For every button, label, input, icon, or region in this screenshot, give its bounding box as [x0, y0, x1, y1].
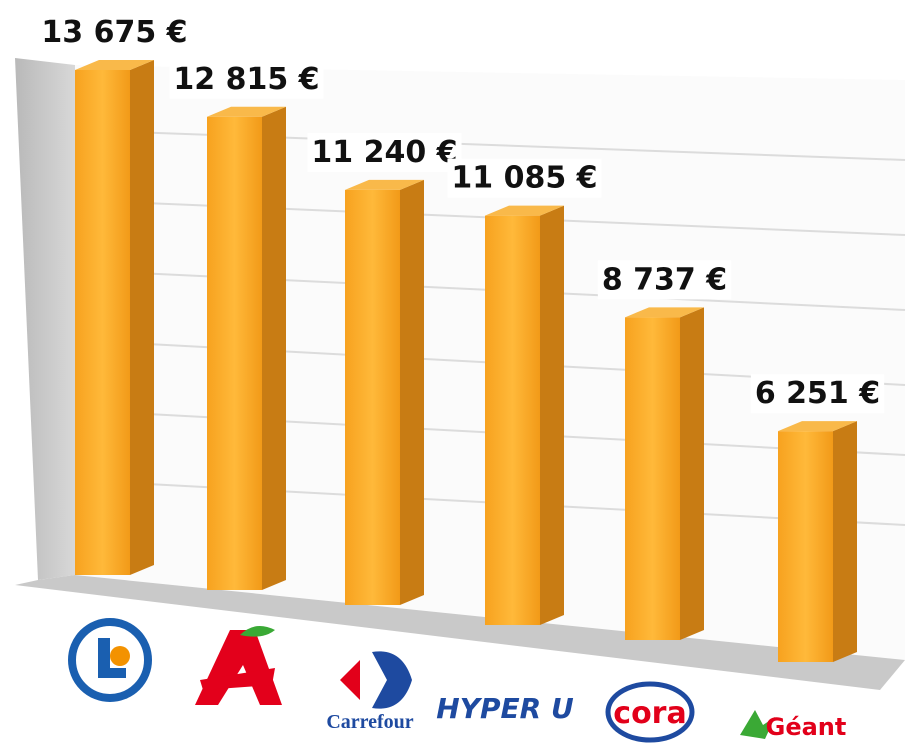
bar-side [262, 106, 286, 591]
bar-top [207, 106, 286, 117]
label-bg [447, 158, 602, 198]
category-label: HYPER U [436, 692, 574, 725]
bar-side [833, 421, 857, 662]
bar [485, 205, 564, 626]
value-label-box: 11 240 € [307, 132, 462, 172]
value-label-box: 8 737 € [597, 260, 732, 300]
bar [207, 106, 286, 591]
side-wall [15, 58, 75, 580]
bar-top [625, 307, 704, 318]
value-label-box: 11 085 € [447, 158, 602, 198]
category-label: Géant [766, 713, 847, 741]
bar-front [485, 215, 540, 626]
value-label-box: 12 815 € [169, 59, 324, 99]
label-bg [37, 13, 192, 52]
bar-side [540, 205, 564, 626]
bar-top [778, 421, 857, 432]
auchan-logo [195, 626, 282, 705]
bar-side [680, 307, 704, 640]
category-label: cora [613, 696, 686, 731]
bar-top [485, 205, 564, 216]
value-label-box: 13 675 € [37, 13, 192, 52]
bar-top [75, 60, 154, 70]
value-label: 12 815 € [173, 62, 319, 97]
value-label: 11 085 € [451, 161, 597, 196]
value-label: 6 251 € [755, 376, 880, 411]
bar [75, 60, 154, 575]
value-label: 8 737 € [602, 262, 727, 297]
bar-side [400, 179, 424, 605]
bar [625, 307, 704, 640]
value-label: 11 240 € [311, 135, 457, 170]
bar [778, 421, 857, 662]
bar-side [130, 60, 154, 575]
bar [345, 179, 424, 605]
label-bg [750, 374, 885, 414]
bar-top [345, 179, 424, 190]
label-bg [307, 132, 462, 172]
bar-front [625, 317, 680, 640]
floor [15, 575, 905, 690]
value-label: 13 675 € [41, 15, 187, 50]
bar-front [345, 189, 400, 605]
bar-front [207, 116, 262, 591]
leclerc-logo [68, 618, 152, 702]
bar-front [75, 70, 130, 575]
category-label: Carrefour [326, 711, 413, 733]
geant-logo: Géant [740, 710, 846, 741]
label-bg [169, 59, 324, 99]
value-label-box: 6 251 € [750, 374, 885, 414]
bar-front [778, 431, 833, 662]
label-bg [597, 260, 732, 300]
hyperu-logo: HYPER U [436, 692, 574, 725]
cora-logo: cora [605, 681, 695, 743]
carrefour-logo: Carrefour [326, 651, 414, 733]
